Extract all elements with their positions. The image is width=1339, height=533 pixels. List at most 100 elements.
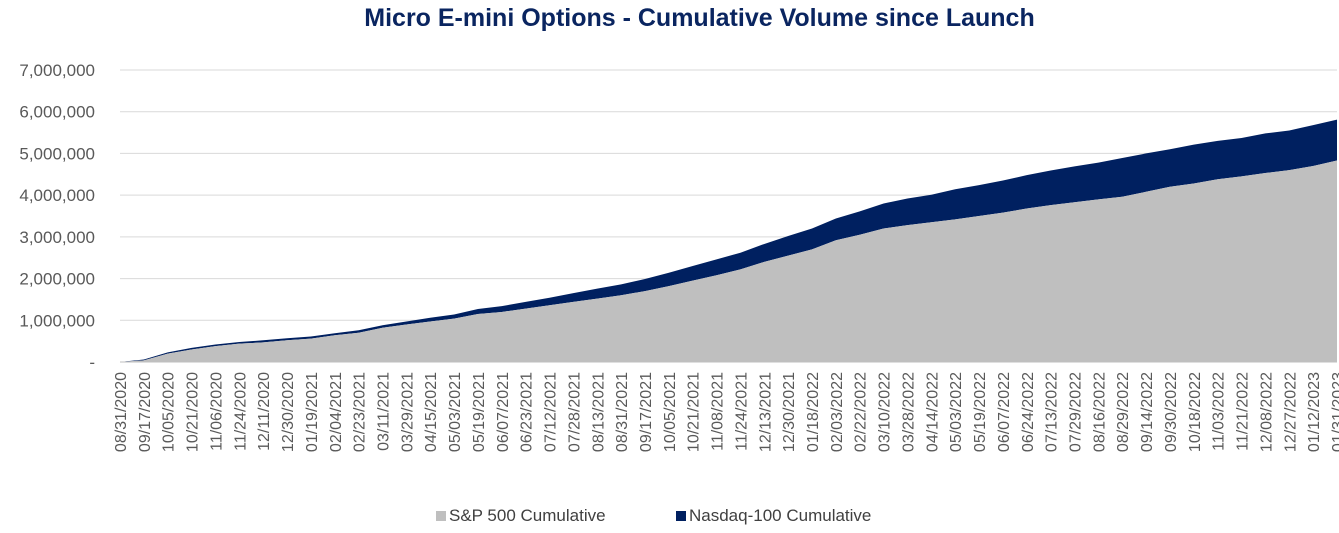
x-tick: 07/29/2022: [1068, 372, 1085, 452]
x-tick: 12/08/2022: [1258, 372, 1275, 452]
x-tick: 02/04/2021: [328, 372, 345, 452]
x-tick-label: 04/14/2022: [924, 372, 941, 452]
x-tick-label: 01/12/2023: [1306, 372, 1323, 452]
x-tick-label: 09/17/2020: [137, 372, 154, 452]
x-tick-label: 03/10/2022: [877, 372, 894, 452]
x-tick-label: 08/31/2021: [614, 372, 631, 452]
x-tick-label: 07/13/2022: [1044, 372, 1061, 452]
x-tick: 03/28/2022: [900, 372, 917, 452]
x-tick: 12/27/2022: [1282, 372, 1299, 452]
chart-title: Micro E-mini Options - Cumulative Volume…: [364, 4, 1035, 32]
x-tick: 06/07/2021: [495, 372, 512, 452]
x-tick-label: 02/03/2022: [829, 372, 846, 452]
x-tick: 09/14/2022: [1139, 372, 1156, 452]
x-tick-label: 06/07/2021: [495, 372, 512, 452]
x-tick: 03/10/2022: [877, 372, 894, 452]
x-tick: 11/03/2022: [1211, 372, 1228, 451]
y-tick-label: 2,000,000: [19, 270, 95, 289]
legend: S&P 500 Cumulative Nasdaq-100 Cumulative: [436, 506, 871, 525]
x-tick: 11/21/2022: [1235, 372, 1252, 451]
x-tick: 05/03/2022: [948, 372, 965, 452]
x-tick: 02/23/2021: [352, 372, 369, 452]
x-tick-label: 07/29/2022: [1068, 372, 1085, 452]
x-tick: 08/16/2022: [1091, 372, 1108, 452]
x-tick-label: 05/03/2021: [447, 372, 464, 452]
x-tick-label: 10/05/2020: [161, 372, 178, 452]
x-tick-label: 11/21/2022: [1235, 372, 1252, 451]
x-axis: 08/31/2020 09/17/2020 10/05/2020 10/21/2020…: [113, 372, 1339, 452]
x-tick-label: 10/21/2020: [185, 372, 202, 452]
x-tick-label: 03/28/2022: [900, 372, 917, 452]
x-tick: 05/03/2021: [447, 372, 464, 452]
legend-swatch: [676, 511, 686, 521]
x-tick-label: 03/29/2021: [399, 372, 416, 452]
x-tick-label: 02/04/2021: [328, 372, 345, 452]
x-tick: 02/22/2022: [853, 372, 870, 452]
x-tick-label: 11/06/2020: [208, 372, 225, 451]
x-tick: 04/14/2022: [924, 372, 941, 452]
x-tick-label: 01/18/2022: [805, 372, 822, 452]
y-tick-label: 7,000,000: [19, 61, 95, 80]
x-tick-label: 08/13/2021: [590, 372, 607, 452]
x-tick: 05/19/2021: [471, 372, 488, 452]
x-tick-label: 06/24/2022: [1020, 372, 1037, 452]
x-tick: 05/19/2022: [972, 372, 989, 452]
x-tick-label: 01/19/2021: [304, 372, 321, 452]
x-tick: 07/28/2021: [566, 372, 583, 452]
x-tick-label: 04/15/2021: [423, 372, 440, 452]
x-tick: 11/24/2021: [733, 372, 750, 451]
x-tick-label: 02/23/2021: [352, 372, 369, 452]
nasdaq-100-cumulative-area: [120, 119, 1337, 362]
x-tick: 09/17/2020: [137, 372, 154, 452]
x-tick: 10/05/2021: [662, 372, 679, 452]
x-tick-label: 05/03/2022: [948, 372, 965, 452]
x-tick: 09/17/2021: [638, 372, 655, 452]
legend-label: S&P 500 Cumulative: [449, 506, 606, 525]
x-tick: 01/18/2022: [805, 372, 822, 452]
x-tick-label: 10/18/2022: [1187, 372, 1204, 452]
x-tick: 10/05/2020: [161, 372, 178, 452]
x-tick-label: 12/11/2020: [256, 372, 273, 451]
y-tick-label: 6,000,000: [19, 103, 95, 122]
x-tick: 06/23/2021: [519, 372, 536, 452]
x-tick: 11/06/2020: [208, 372, 225, 451]
x-tick-label: 12/08/2022: [1258, 372, 1275, 452]
x-tick-label: 03/11/2021: [375, 372, 392, 451]
x-tick: 03/29/2021: [399, 372, 416, 452]
x-tick: 12/30/2021: [781, 372, 798, 452]
x-tick-label: 11/24/2020: [232, 372, 249, 451]
x-tick: 04/15/2021: [423, 372, 440, 452]
x-tick-label: 07/28/2021: [566, 372, 583, 452]
x-tick-label: 09/14/2022: [1139, 372, 1156, 452]
y-tick-label: -: [89, 353, 95, 372]
x-tick: 08/31/2020: [113, 372, 130, 452]
x-tick-label: 08/16/2022: [1091, 372, 1108, 452]
x-tick-label: 10/21/2021: [686, 372, 703, 452]
x-tick-label: 01/31/2023: [1330, 372, 1339, 452]
y-tick-label: 5,000,000: [19, 144, 95, 163]
x-tick: 10/18/2022: [1187, 372, 1204, 452]
x-tick: 12/13/2021: [757, 372, 774, 452]
x-tick: 07/13/2022: [1044, 372, 1061, 452]
sp-500-cumulative-area: [120, 160, 1337, 362]
x-tick: 03/11/2021: [375, 372, 392, 451]
x-tick: 09/30/2022: [1163, 372, 1180, 452]
x-tick-label: 06/23/2021: [519, 372, 536, 452]
x-tick: 06/24/2022: [1020, 372, 1037, 452]
x-tick-label: 12/27/2022: [1282, 372, 1299, 452]
x-tick: 06/07/2022: [996, 372, 1013, 452]
x-tick-label: 08/29/2022: [1115, 372, 1132, 452]
x-tick-label: 10/05/2021: [662, 372, 679, 452]
legend-label: Nasdaq-100 Cumulative: [689, 506, 871, 525]
x-tick-label: 12/30/2021: [781, 372, 798, 452]
x-tick-label: 12/13/2021: [757, 372, 774, 452]
x-tick-label: 11/08/2021: [710, 372, 727, 451]
x-tick-label: 12/30/2020: [280, 372, 297, 452]
x-tick: 07/12/2021: [543, 372, 560, 452]
x-tick-label: 09/30/2022: [1163, 372, 1180, 452]
x-tick: 10/21/2021: [686, 372, 703, 452]
x-tick: 02/03/2022: [829, 372, 846, 452]
areas: [120, 119, 1337, 363]
x-tick: 12/30/2020: [280, 372, 297, 452]
